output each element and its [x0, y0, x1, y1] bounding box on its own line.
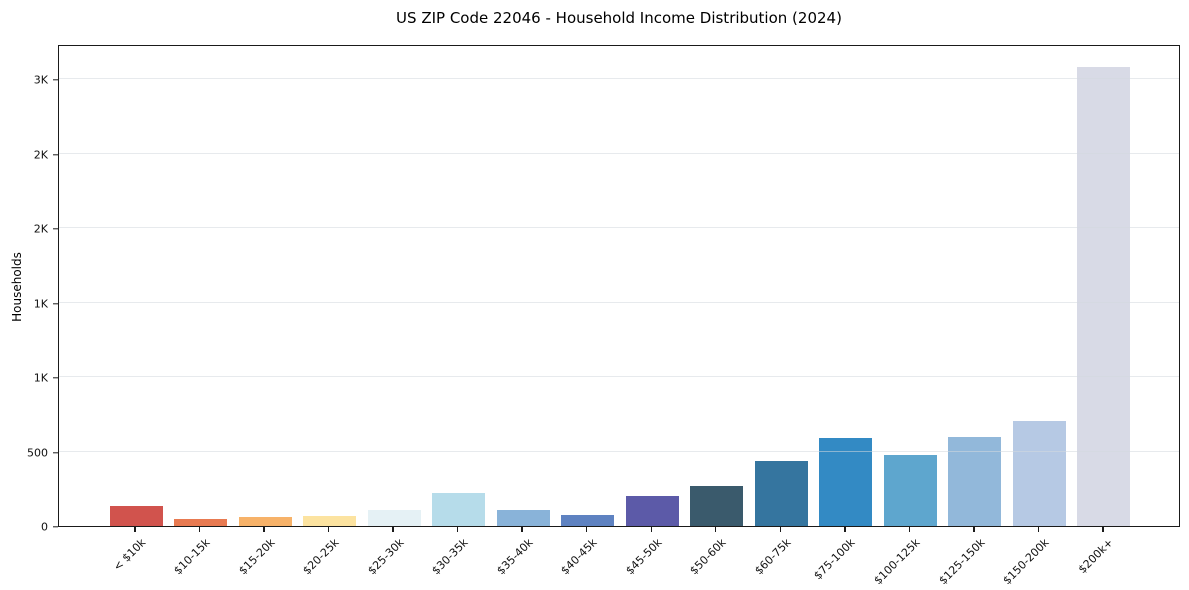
chart-title: US ZIP Code 22046 - Household Income Dis… — [396, 9, 842, 27]
x-tick-mark — [715, 527, 717, 532]
x-tick-mark — [973, 527, 975, 532]
bar-3 — [238, 516, 292, 526]
x-tick-mark — [134, 527, 136, 532]
x-tick-label: < $10k — [110, 536, 149, 574]
x-tick-label: $150-200k — [1000, 536, 1052, 588]
x-tick-mark — [1037, 527, 1040, 532]
x-tick-label: $125-150k — [935, 536, 988, 588]
y-tick-mark — [53, 79, 58, 81]
bar-7 — [496, 510, 550, 526]
x-tick-mark — [908, 527, 911, 532]
x-tick-mark — [1102, 527, 1104, 532]
y-tick-mark — [53, 451, 58, 454]
y-tick-mark — [53, 377, 58, 379]
y-tick-label: 1K — [33, 297, 48, 310]
x-tick-mark — [392, 527, 394, 532]
x-tick-mark — [327, 527, 330, 532]
bar-15 — [1012, 420, 1066, 526]
x-tick-label: $40-45k — [558, 536, 600, 578]
x-tick-label: $15-20k — [235, 536, 278, 578]
x-tick-mark — [521, 527, 523, 532]
x-tick-mark — [779, 527, 781, 532]
bar-6 — [432, 493, 486, 526]
bar-4 — [303, 516, 357, 526]
bar-13 — [883, 455, 937, 526]
x-tick-label: $60-75k — [752, 536, 794, 578]
x-tick-label: $75-100k — [811, 536, 859, 583]
x-tick-label: $100-125k — [871, 536, 923, 588]
gridline — [59, 227, 1179, 229]
x-tick-mark — [844, 527, 846, 532]
x-tick-label: $45-50k — [623, 536, 665, 578]
bar-9 — [625, 496, 679, 526]
y-tick-label: 0 — [41, 520, 48, 534]
x-tick-mark — [586, 527, 588, 532]
y-axis-label: Households — [10, 252, 24, 322]
gridline — [59, 376, 1179, 378]
bar-10 — [690, 486, 744, 526]
y-tick-label: 1K — [33, 371, 48, 385]
y-tick-label: 2K — [33, 148, 48, 161]
bar-5 — [367, 509, 421, 526]
y-tick-mark — [53, 302, 58, 305]
y-tick-label: 2K — [33, 222, 48, 236]
x-tick-mark — [263, 527, 265, 532]
y-tick-label: 3K — [33, 73, 48, 87]
y-tick-label: 500 — [27, 446, 48, 459]
y-tick-mark — [53, 526, 58, 528]
x-tick-label: $10-15k — [171, 536, 213, 578]
bar-16 — [1077, 66, 1131, 526]
bar-2 — [174, 518, 228, 526]
bar-8 — [561, 514, 615, 526]
x-tick-mark — [456, 527, 459, 532]
bar-11 — [754, 460, 808, 526]
x-tick-label: $50-60k — [687, 536, 729, 578]
x-tick-label: $35-40k — [494, 536, 536, 578]
gridline — [59, 450, 1179, 452]
gridline — [59, 78, 1179, 80]
gridline — [59, 301, 1179, 303]
bar-14 — [948, 437, 1002, 526]
x-tick-label: $25-30k — [365, 536, 407, 578]
gridline — [59, 152, 1179, 154]
x-tick-label: $30-35k — [429, 536, 471, 578]
x-tick-mark — [650, 527, 652, 532]
y-tick-mark — [53, 153, 58, 156]
x-tick-mark — [198, 527, 201, 532]
bar-1 — [109, 505, 163, 526]
plot-area — [58, 45, 1180, 527]
bar-12 — [819, 438, 873, 526]
x-tick-label: $200k+ — [1076, 536, 1117, 577]
x-tick-label: $20-25k — [300, 536, 342, 578]
y-tick-mark — [53, 228, 58, 230]
